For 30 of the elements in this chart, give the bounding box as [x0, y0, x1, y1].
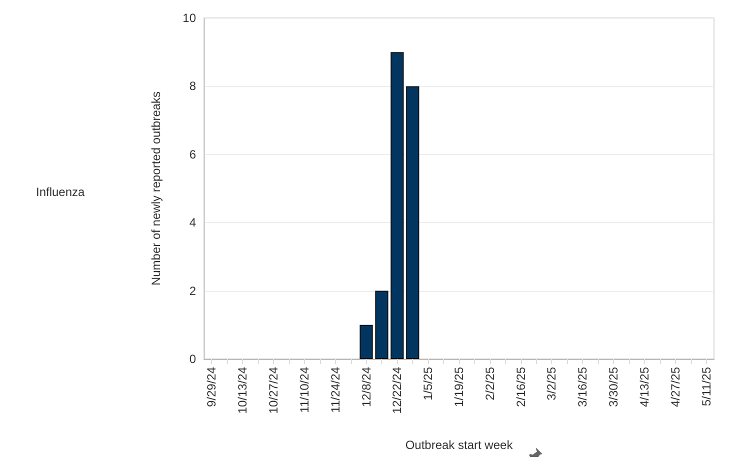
- x-tick-label: 10/13/24: [236, 366, 250, 414]
- x-tick-label: 5/11/25: [699, 366, 714, 406]
- bar: [360, 324, 373, 359]
- text: Influenza: [36, 185, 86, 199]
- bar: [406, 86, 420, 359]
- x-tick-label: 9/29/24: [204, 366, 219, 408]
- bar: [375, 290, 388, 359]
- x-tick-label: 10/27/24: [266, 366, 281, 414]
- y-tick-label: 10: [182, 11, 196, 25]
- x-tick-label: 1/5/25: [421, 366, 436, 400]
- x-tick-label: 11/10/24: [297, 366, 312, 413]
- x-tick-label: 2/2/25: [482, 366, 497, 400]
- x-tick-label: 2/16/25: [514, 366, 528, 408]
- y-tick-label: 8: [189, 79, 196, 94]
- y-tick-label: 6: [189, 147, 196, 162]
- x-tick-label: 4/13/25: [637, 366, 652, 408]
- x-tick-label: 11/24/24: [328, 366, 342, 413]
- x-tick-label: 1/19/25: [452, 366, 466, 408]
- bar: [390, 52, 404, 359]
- x-tick-label: 12/8/24: [359, 366, 374, 408]
- x-tick-label: 4/27/25: [668, 366, 682, 408]
- x-tick-label: 3/2/25: [544, 366, 559, 400]
- x-tick-label: 3/16/25: [576, 366, 590, 408]
- x-axis-title: Outbreak start week: [405, 438, 514, 452]
- y-tick-label: 4: [189, 216, 196, 230]
- y-tick-label: 2: [189, 284, 196, 298]
- x-tick-label: 3/30/25: [606, 366, 621, 408]
- y-axis-title: Number of newly reported outbreaks: [149, 91, 163, 286]
- y-tick-label: 0: [189, 352, 196, 366]
- x-tick-label: 12/22/24: [390, 366, 404, 414]
